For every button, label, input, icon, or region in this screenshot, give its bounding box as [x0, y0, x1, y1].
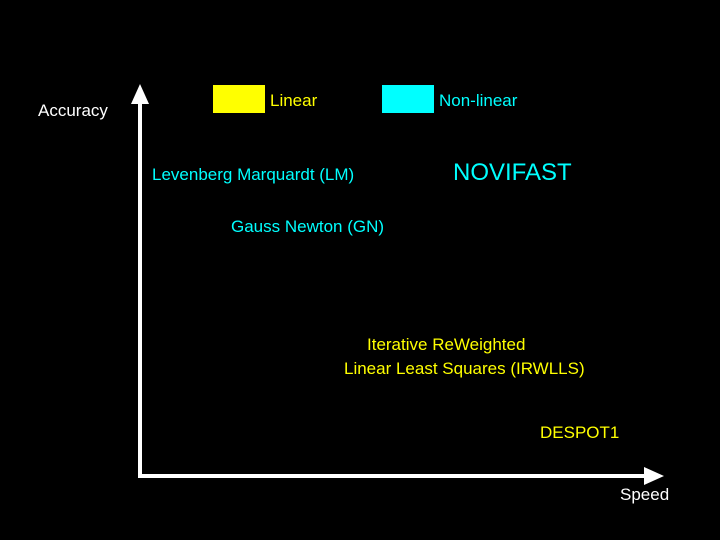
method-irwlls-line2: Linear Least Squares (IRWLLS): [344, 359, 585, 378]
method-gn: Gauss Newton (GN): [231, 217, 385, 236]
y-axis-label: Accuracy: [38, 101, 108, 120]
method-novifast: NOVIFAST: [453, 159, 572, 186]
legend-swatch-nonlinear: [382, 85, 434, 113]
legend-swatch-linear: [213, 85, 265, 113]
y-axis-arrowhead: [131, 84, 149, 104]
method-irwlls-line1: Iterative ReWeighted: [367, 335, 526, 354]
x-axis-label: Speed: [620, 485, 670, 504]
method-despot1: DESPOT1: [540, 423, 620, 442]
legend-label-linear: Linear: [270, 91, 318, 110]
method-lm: Levenberg Marquardt (LM): [152, 165, 355, 184]
legend-label-nonlinear: Non-linear: [439, 91, 518, 110]
x-axis-arrowhead: [644, 467, 664, 485]
